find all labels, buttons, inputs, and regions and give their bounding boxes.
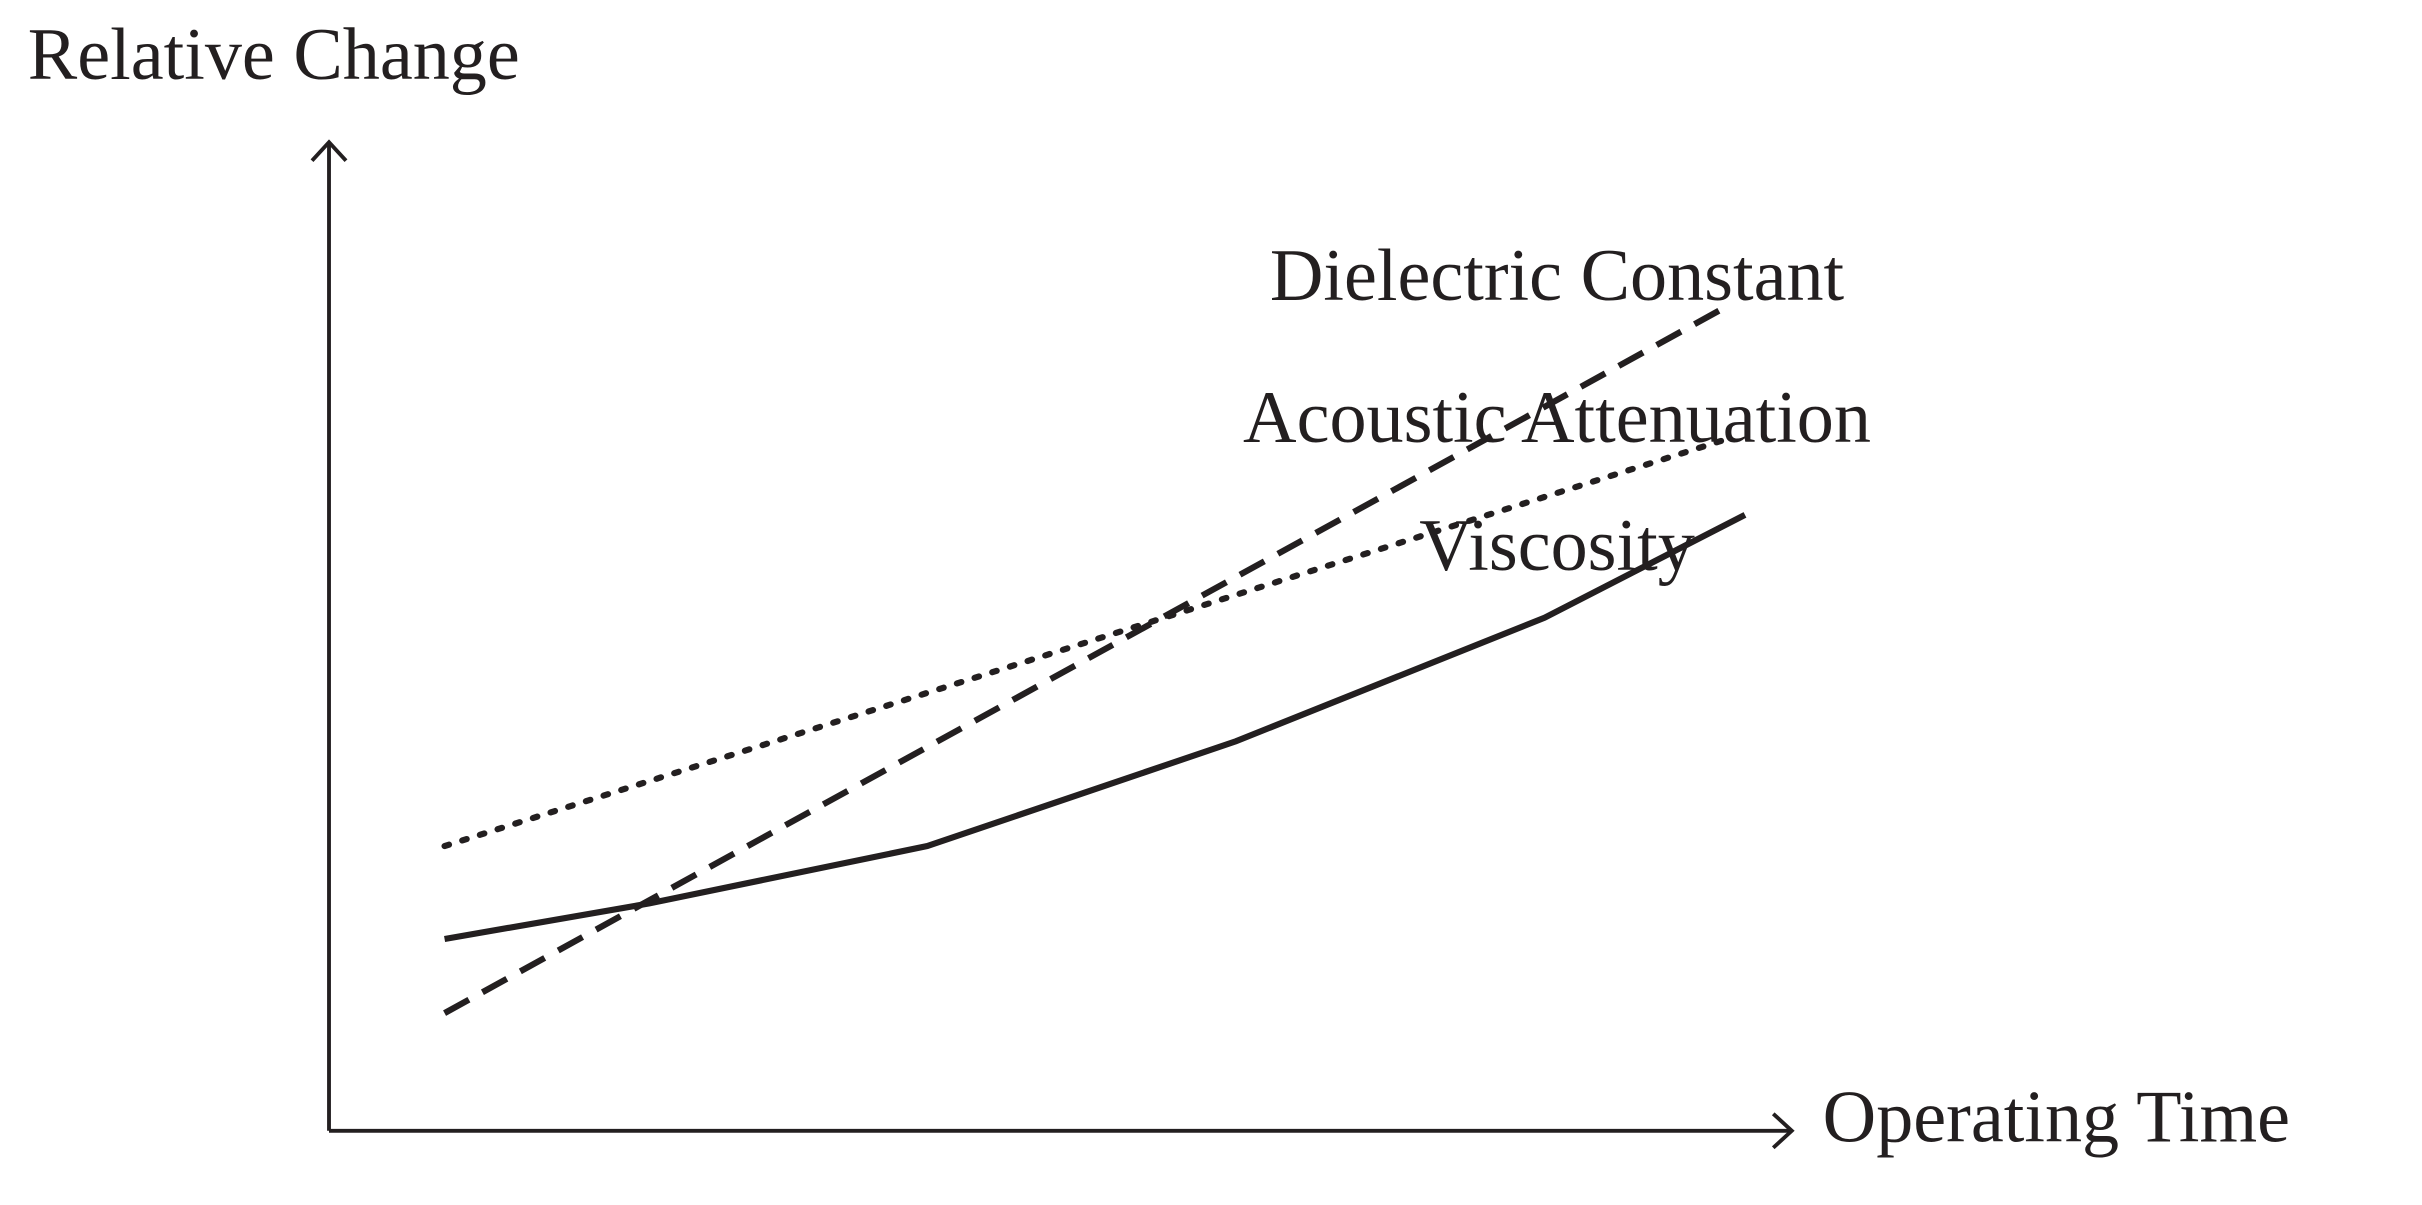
series-line [444,512,1747,943]
x-axis-arrow [1771,1112,1795,1150]
series-label: Dielectric Constant [1270,235,1845,317]
y-axis-arrow [310,139,348,163]
series-label: Acoustic Attenuation [1243,377,1871,459]
series-line [441,437,1725,850]
series-label: Viscosity [1419,505,1695,587]
x-axis-label: Operating Time [1823,1077,2290,1159]
series-line [443,306,1724,1016]
y-axis-label: Relative Change [28,14,520,96]
